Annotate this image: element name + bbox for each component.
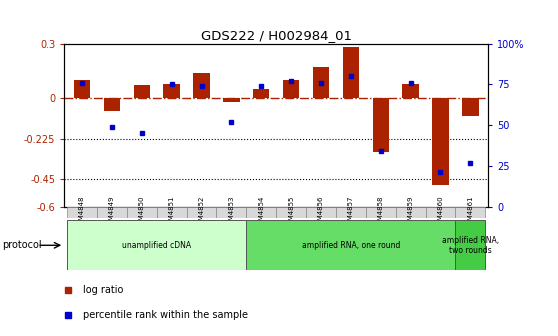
Bar [67,220,246,270]
Text: GSM4853: GSM4853 [228,196,234,229]
Bar [163,84,180,98]
Bar [366,207,396,218]
Bar [432,98,449,185]
Bar [336,207,366,218]
Text: amplified RNA,
two rounds: amplified RNA, two rounds [442,236,499,255]
Bar [157,207,186,218]
Bar [343,47,359,98]
Bar [217,207,246,218]
Bar [306,207,336,218]
Text: percentile rank within the sample: percentile rank within the sample [83,310,248,320]
Bar [104,98,120,111]
Bar [133,85,150,98]
Text: GSM4857: GSM4857 [348,196,354,229]
Text: GSM4852: GSM4852 [199,196,205,229]
Bar [246,207,276,218]
Text: GSM4859: GSM4859 [407,196,413,229]
Text: GSM4850: GSM4850 [139,196,145,229]
Text: log ratio: log ratio [83,285,124,295]
Bar [97,207,127,218]
Text: GSM4858: GSM4858 [378,196,384,229]
Bar [455,207,485,218]
Text: GDS222 / H002984_01: GDS222 / H002984_01 [201,29,352,42]
Bar [186,207,217,218]
Text: amplified RNA, one round: amplified RNA, one round [302,241,400,250]
Bar [455,220,485,270]
Bar [276,207,306,218]
Text: GSM4851: GSM4851 [169,196,175,229]
Bar [396,207,426,218]
Bar [426,207,455,218]
Text: GSM4854: GSM4854 [258,196,264,229]
Bar [223,98,239,101]
Bar [373,98,389,152]
Text: GSM4861: GSM4861 [468,196,473,229]
Bar [283,80,299,98]
Bar [462,98,479,116]
Bar [74,80,90,98]
Text: GSM4849: GSM4849 [109,196,115,229]
Text: GSM4848: GSM4848 [79,196,85,229]
Bar [193,73,210,98]
Bar [246,220,455,270]
Text: GSM4860: GSM4860 [437,196,444,229]
Text: protocol: protocol [2,240,41,250]
Bar [67,207,97,218]
Bar [402,84,419,98]
Text: GSM4855: GSM4855 [288,196,294,229]
Text: GSM4856: GSM4856 [318,196,324,229]
Text: unamplified cDNA: unamplified cDNA [122,241,191,250]
Bar [253,89,270,98]
Bar [127,207,157,218]
Bar [313,67,329,98]
